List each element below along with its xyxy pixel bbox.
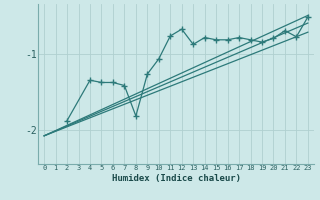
X-axis label: Humidex (Indice chaleur): Humidex (Indice chaleur)	[111, 174, 241, 183]
